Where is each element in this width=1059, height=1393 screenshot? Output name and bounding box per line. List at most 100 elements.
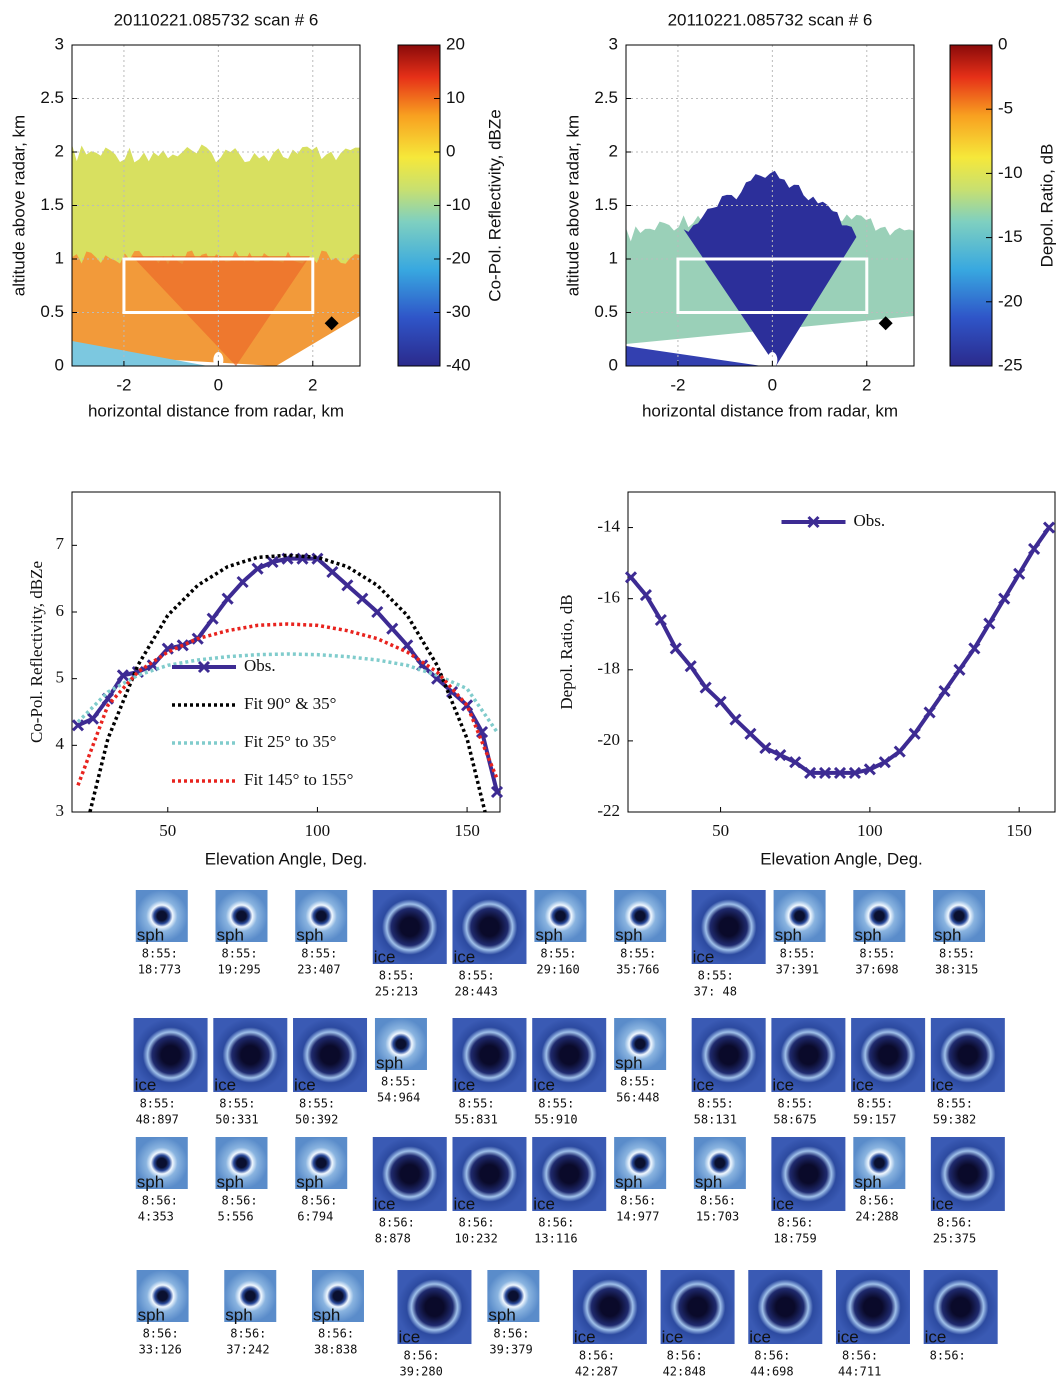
data-point xyxy=(968,642,981,655)
particle-image xyxy=(374,1018,427,1070)
colorbar-tick-label: -10 xyxy=(998,163,1023,182)
data-point xyxy=(893,745,906,758)
colorbar-tick-label: -20 xyxy=(998,291,1023,310)
data-point xyxy=(774,749,787,762)
data-point xyxy=(221,592,234,605)
particle-tag: ice xyxy=(374,947,396,966)
data-point xyxy=(624,571,638,584)
y-tick-label: 1.5 xyxy=(40,195,64,214)
particle-time: 58:131 xyxy=(694,1113,737,1127)
x-tick-label: 50 xyxy=(712,821,729,840)
y-axis-label: Depol. Ratio, dB xyxy=(557,594,576,709)
particle-date: 8:56: xyxy=(493,1327,529,1341)
particle-date: 8:56: xyxy=(930,1349,966,1363)
data-point xyxy=(1028,542,1041,555)
y-tick-label: 0.5 xyxy=(40,302,64,321)
particle-tag: ice xyxy=(453,1194,475,1213)
particle-time: 50:392 xyxy=(295,1113,338,1127)
particle-date: 8:56: xyxy=(230,1327,266,1341)
particle-date: 8:55: xyxy=(222,947,258,961)
particle-tag: sph xyxy=(615,1172,642,1191)
echo-cone xyxy=(683,170,857,366)
particle-time: 25:375 xyxy=(933,1232,976,1246)
x-tick-label: 2 xyxy=(862,375,871,394)
data-point xyxy=(475,725,489,739)
particle-tag: sph xyxy=(615,925,642,944)
data-point xyxy=(833,766,847,779)
chart-title: 20110221.085732 scan # 6 xyxy=(114,10,319,29)
particle-time: 5:556 xyxy=(218,1210,254,1224)
particle-time: 6:794 xyxy=(297,1210,333,1224)
particle-date: 8:56: xyxy=(222,1194,258,1208)
particle-image xyxy=(295,890,348,942)
particle-tag: sph xyxy=(217,925,244,944)
x-tick-label: 0 xyxy=(768,375,777,394)
particle-image xyxy=(773,890,826,942)
particle-image xyxy=(748,1270,823,1344)
particle-time: 19:295 xyxy=(218,963,261,977)
particle-image xyxy=(853,1137,906,1189)
particle-date: 8:55: xyxy=(698,1097,734,1111)
particle-date: 8:55: xyxy=(937,1097,973,1111)
particle-date: 8:55: xyxy=(219,1097,255,1111)
x-tick-label: 0 xyxy=(214,375,223,394)
data-point xyxy=(923,706,936,719)
particle-tag: sph xyxy=(695,1172,722,1191)
particle-tag: ice xyxy=(925,1327,947,1346)
particle-tag: ice xyxy=(693,947,715,966)
data-point xyxy=(296,552,309,565)
particle-image xyxy=(851,1018,926,1092)
particle-date: 8:55: xyxy=(301,947,337,961)
particle-time: 44:711 xyxy=(838,1365,881,1379)
particle-tag: sph xyxy=(137,1172,164,1191)
particle-image xyxy=(311,1270,364,1322)
data-point xyxy=(251,562,264,575)
particle-image xyxy=(295,1137,348,1189)
particle-image xyxy=(532,1137,607,1211)
particle-time: 35:766 xyxy=(616,963,659,977)
particle-image xyxy=(534,890,587,942)
x-tick-label: -2 xyxy=(670,375,685,394)
particle-tag: ice xyxy=(214,1075,236,1094)
particle-image xyxy=(224,1270,277,1322)
particle-tag: ice xyxy=(932,1075,954,1094)
data-point xyxy=(639,589,652,602)
colorbar-tick-label: -25 xyxy=(998,355,1023,374)
particle-time: 4:353 xyxy=(138,1210,174,1224)
particle-time: 39:280 xyxy=(399,1365,442,1379)
particle-date: 8:56: xyxy=(301,1194,337,1208)
x-axis-label: horizontal distance from radar, km xyxy=(88,401,344,420)
particle-date: 8:56: xyxy=(620,1194,656,1208)
particle-image xyxy=(930,1137,1005,1211)
particle-tag: ice xyxy=(294,1075,316,1094)
data-point xyxy=(759,741,772,755)
particle-image xyxy=(691,1018,766,1092)
particle-tag: ice xyxy=(533,1194,555,1213)
particle-date: 8:55: xyxy=(540,947,576,961)
data-point xyxy=(729,713,742,726)
particle-image xyxy=(452,1018,527,1092)
legend-marker xyxy=(807,515,820,529)
particle-date: 8:56: xyxy=(538,1216,574,1230)
data-point xyxy=(461,699,474,712)
legend-label: Obs. xyxy=(244,656,276,675)
particle-tag: ice xyxy=(374,1194,396,1213)
particle-time: 44:698 xyxy=(750,1365,793,1379)
particle-image xyxy=(135,1137,188,1189)
x-tick-label: 150 xyxy=(454,821,480,840)
radar-image xyxy=(626,170,914,368)
particle-date: 8:56: xyxy=(777,1216,813,1230)
y-tick-label: 3 xyxy=(55,34,64,53)
particle-image xyxy=(452,890,527,964)
particle-date: 8:55: xyxy=(698,969,734,983)
data-point xyxy=(714,695,727,708)
data-point xyxy=(998,592,1011,605)
particle-time: 37:391 xyxy=(776,963,819,977)
particle-time: 38:315 xyxy=(935,963,978,977)
particle-date: 8:56: xyxy=(579,1349,615,1363)
particle-date: 8:55: xyxy=(780,947,816,961)
particle-tag: sph xyxy=(775,925,802,944)
y-axis-label: Co-Pol. Reflectivity, dBZe xyxy=(27,561,46,743)
data-point xyxy=(684,660,697,673)
data-point xyxy=(848,766,861,779)
